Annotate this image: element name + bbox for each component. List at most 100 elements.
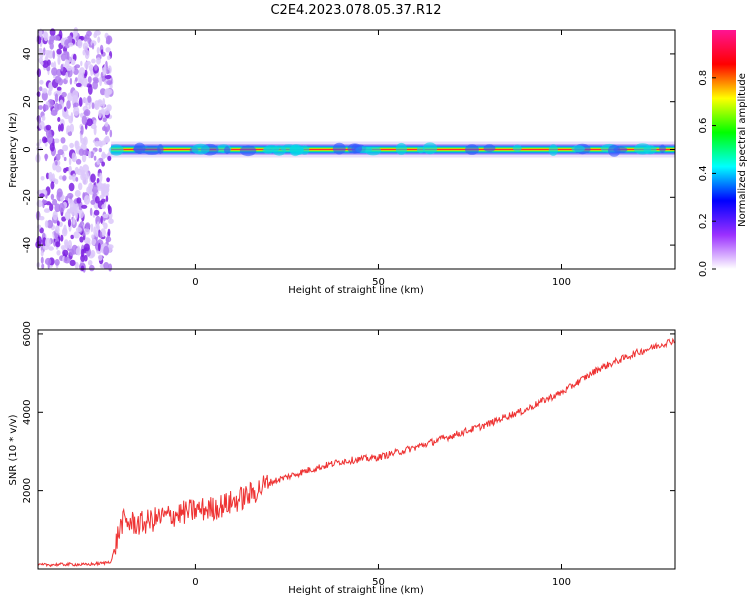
noise-speckle: [98, 109, 102, 119]
noise-speckle: [56, 250, 61, 256]
noise-speckle: [57, 117, 61, 122]
noise-speckle: [87, 260, 93, 266]
ridge-blob: [347, 143, 363, 154]
noise-speckle: [38, 105, 43, 110]
noise-speckle: [47, 133, 54, 144]
noise-speckle: [100, 198, 106, 203]
ridge-band: [111, 148, 675, 151]
noise-speckle: [97, 36, 101, 43]
noise-speckle: [50, 62, 55, 68]
spectrogram-noise: [35, 27, 114, 273]
snr-y-tick-label: 6000: [22, 321, 33, 346]
noise-speckle: [55, 241, 61, 248]
noise-speckle: [65, 71, 69, 81]
noise-speckle: [72, 89, 79, 100]
spectrogram-x-tick-label: 0: [192, 277, 198, 288]
noise-speckle: [63, 113, 70, 120]
noise-speckle: [96, 57, 101, 65]
noise-speckle: [56, 48, 62, 55]
noise-speckle: [56, 188, 63, 198]
noise-speckle: [41, 91, 48, 101]
noise-speckle: [93, 103, 98, 109]
noise-speckle: [82, 42, 89, 51]
noise-speckle: [93, 155, 97, 161]
noise-speckle: [60, 53, 67, 62]
noise-speckle: [66, 100, 71, 110]
noise-speckle: [40, 256, 44, 264]
noise-speckle: [90, 223, 94, 233]
colorbar: 0.0 0.2 0.4 0.6 0.8 Normalized spectral ampl…: [698, 30, 748, 277]
snr-panel: 0 50 100 2000 4000 6000 Height of straight li…: [8, 321, 676, 596]
noise-speckle: [99, 194, 105, 199]
noise-speckle: [43, 208, 51, 213]
noise-speckle: [107, 55, 111, 60]
ridge-blob: [416, 146, 425, 154]
noise-speckle: [80, 138, 87, 145]
noise-speckle: [68, 175, 73, 180]
noise-speckle: [60, 63, 64, 72]
noise-speckle: [91, 238, 97, 246]
noise-speckle: [105, 75, 112, 80]
noise-speckle: [105, 195, 109, 202]
noise-speckle: [75, 77, 78, 82]
ridge-blob: [289, 144, 302, 157]
noise-speckle: [63, 156, 67, 162]
ridge-blob: [191, 143, 210, 155]
noise-speckle: [86, 83, 92, 88]
noise-speckle: [80, 60, 83, 67]
ridge-blob: [262, 147, 274, 154]
noise-speckle: [103, 245, 110, 256]
noise-speckle: [107, 155, 112, 161]
noise-speckle: [83, 111, 89, 116]
noise-speckle: [67, 218, 72, 228]
spectrogram-y-tick-label: 0: [22, 146, 33, 152]
noise-speckle: [52, 210, 58, 221]
noise-speckle: [109, 129, 113, 138]
noise-speckle: [82, 177, 88, 185]
noise-speckle: [101, 153, 108, 158]
noise-speckle: [66, 125, 71, 133]
snr-background: [38, 330, 675, 569]
colorbar-tick-label: 0.6: [698, 118, 709, 134]
noise-speckle: [105, 47, 111, 53]
noise-speckle: [77, 209, 85, 219]
noise-speckle: [44, 237, 52, 248]
noise-speckle: [78, 182, 83, 191]
noise-speckle: [101, 204, 106, 210]
noise-speckle: [99, 231, 103, 239]
noise-speckle: [85, 222, 91, 230]
noise-speckle: [63, 224, 67, 235]
noise-speckle: [84, 61, 89, 69]
ridge-blob: [143, 145, 161, 155]
noise-speckle: [58, 202, 65, 213]
noise-speckle: [44, 220, 49, 228]
noise-speckle: [53, 35, 61, 41]
snr-x-axis-label: Height of straight line (km): [288, 585, 424, 596]
snr-x-tick-label: 0: [192, 577, 198, 588]
snr-y-tick-label: 2000: [22, 478, 33, 503]
noise-speckle: [90, 250, 96, 258]
noise-speckle: [96, 47, 100, 55]
noise-speckle: [80, 125, 84, 135]
noise-speckle: [84, 227, 90, 235]
noise-speckle: [80, 265, 85, 272]
colorbar-tick-label: 0.0: [698, 261, 709, 277]
noise-speckle: [71, 66, 75, 73]
spectrogram-x-axis-label: Height of straight line (km): [288, 285, 424, 296]
spectrogram-x-tick-label: 50: [372, 277, 385, 288]
noise-speckle: [39, 28, 43, 38]
noise-speckle: [60, 245, 66, 250]
noise-speckle: [75, 247, 82, 256]
noise-speckle: [95, 196, 100, 204]
noise-speckle: [107, 204, 111, 211]
colorbar-label: Normalized spectral amplitude: [737, 73, 748, 227]
noise-speckle: [71, 173, 77, 182]
noise-speckle: [50, 109, 58, 116]
noise-speckle: [97, 254, 103, 261]
noise-speckle: [104, 127, 108, 135]
noise-speckle: [36, 200, 43, 208]
colorbar-ticks: 0.0 0.2 0.4 0.6 0.8: [698, 70, 716, 277]
noise-speckle: [89, 264, 95, 272]
snr-x-tick-label: 50: [372, 577, 385, 588]
spectrogram-ticks: 0 50 100 -40 -20 0 20 40: [22, 30, 675, 288]
